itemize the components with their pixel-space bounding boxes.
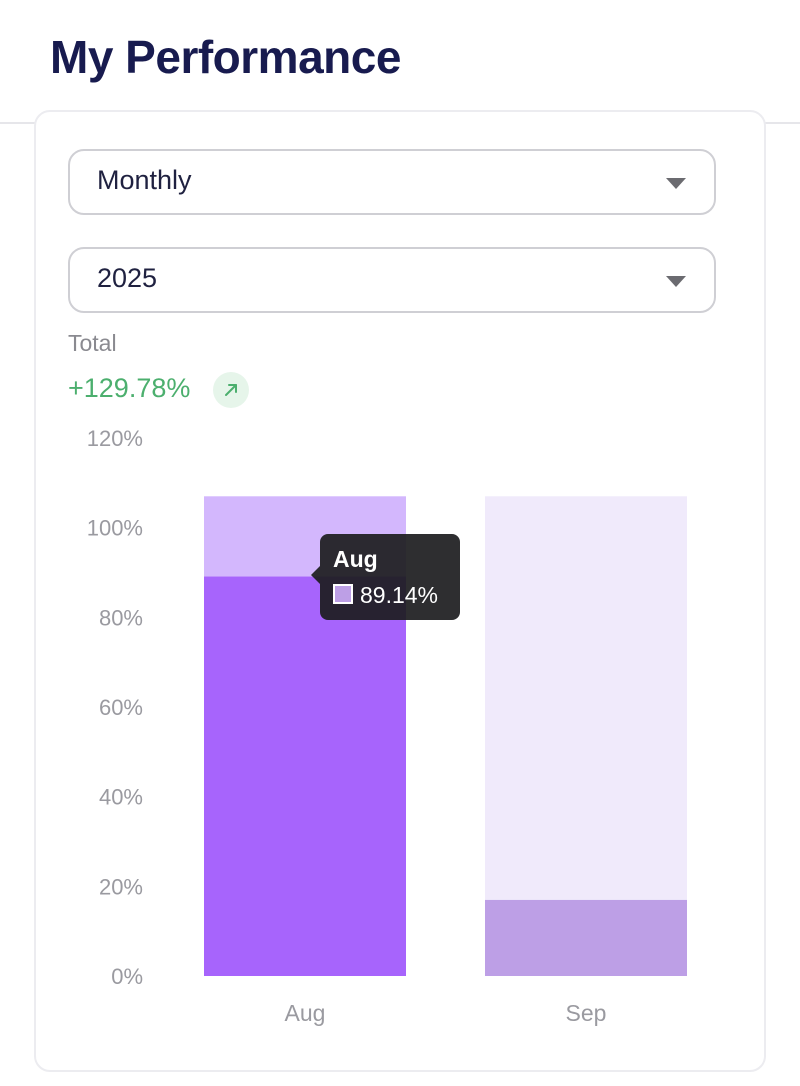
period-select-value: Monthly [97, 165, 192, 195]
y-tick-label: 80% [99, 605, 143, 630]
y-tick-label: 20% [99, 874, 143, 899]
chevron-down-icon [666, 276, 686, 287]
x-tick-label: Aug [285, 1000, 326, 1026]
y-tick-label: 60% [99, 695, 143, 720]
bar-aug-segment-1[interactable] [204, 576, 406, 976]
arrow-up-right-icon [225, 384, 237, 396]
chart-tooltip: Aug 89.14% [311, 534, 460, 620]
y-tick-label: 40% [99, 785, 143, 810]
year-select[interactable]: 2025 [68, 247, 716, 313]
y-tick-label: 0% [111, 964, 143, 989]
period-select[interactable]: Monthly [68, 149, 716, 215]
bar-sep-segment-2[interactable] [485, 496, 687, 900]
year-select-value: 2025 [97, 263, 158, 293]
total-value: +129.78% [68, 373, 191, 403]
tooltip-swatch [333, 584, 353, 604]
y-tick-label: 120% [87, 426, 143, 451]
page-title: My Performance [50, 31, 401, 83]
trend-badge [213, 372, 249, 408]
tooltip-value: 89.14% [360, 582, 439, 608]
y-tick-label: 100% [87, 516, 143, 541]
x-tick-label: Sep [566, 1000, 607, 1026]
chevron-down-icon [666, 178, 686, 189]
total-label: Total [68, 330, 117, 356]
page-header: My Performance [0, 0, 800, 124]
bar-sep-segment-1[interactable] [485, 899, 687, 976]
tooltip-title: Aug [333, 546, 378, 572]
